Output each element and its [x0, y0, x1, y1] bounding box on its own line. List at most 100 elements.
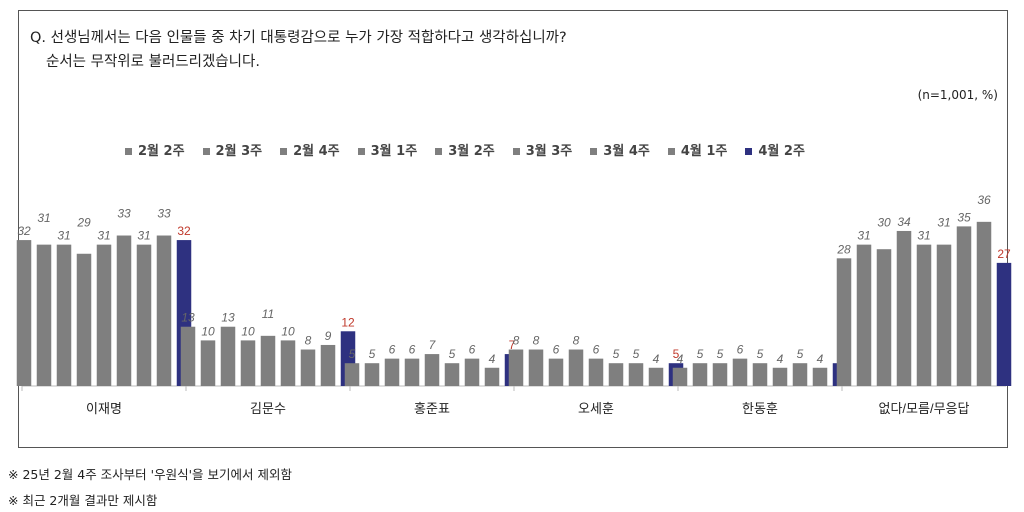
data-label: 5 [797, 347, 804, 361]
bar [836, 258, 852, 386]
bar [240, 340, 256, 386]
legend-label: 3월 1주 [370, 144, 418, 159]
data-label: 8 [513, 334, 520, 348]
legend-item: 2월 4주 [280, 140, 340, 159]
bar [320, 344, 336, 386]
legend-label: 2월 2주 [138, 144, 185, 159]
data-label: 30 [877, 216, 891, 230]
data-label: 5 [449, 347, 456, 361]
footnote-2: ※ 최근 2개월 결과만 제시함 [8, 493, 158, 508]
bar [136, 244, 152, 386]
footnote-1: ※ 25년 2월 4주 조사부터 '우원식'을 보기에서 제외함 [8, 467, 292, 482]
legend-item: 3월 3주 [512, 140, 572, 159]
category-label: 김문수 [250, 401, 286, 416]
legend-swatch [280, 148, 288, 155]
legend-swatch [512, 148, 520, 155]
bar [956, 226, 972, 386]
data-label: 6 [389, 343, 396, 357]
legend-item: 2월 2주 [125, 140, 185, 159]
legend-swatch [357, 148, 365, 155]
bar [772, 367, 788, 386]
bar [96, 244, 112, 386]
bar [200, 340, 216, 386]
question-line-2: 순서는 무작위로 불러드리겠습니다. [46, 54, 260, 70]
category-label: 오세훈 [578, 401, 614, 416]
question: Q. 선생님께서는 다음 인물들 중 차기 대통령감으로 누가 가장 적합하다고… [30, 26, 567, 74]
category-label: 이재명 [86, 401, 122, 416]
category-label: 홍준표 [414, 401, 450, 416]
legend-label: 3월 4주 [603, 144, 650, 159]
legend-swatch [125, 148, 132, 155]
bar [260, 335, 276, 386]
chart-frame [18, 10, 1008, 448]
bar [444, 363, 460, 386]
legend-label: 4월 1주 [680, 144, 728, 159]
data-label: 4 [489, 352, 496, 366]
data-label: 4 [777, 352, 784, 366]
bar [732, 358, 748, 386]
bar [36, 244, 52, 386]
bar [180, 326, 196, 386]
data-label: 10 [241, 324, 255, 338]
data-label: 31 [97, 229, 110, 243]
bar [528, 349, 544, 386]
bar [424, 354, 440, 386]
data-label: 7 [429, 338, 437, 352]
data-label: 36 [977, 193, 991, 207]
data-label: 11 [262, 307, 274, 321]
legend-swatch [745, 148, 753, 155]
legend-item: 4월 2주 [745, 140, 805, 159]
bar [484, 367, 500, 386]
bar [220, 326, 236, 386]
data-label: 4 [653, 352, 660, 366]
data-label: 29 [76, 216, 91, 230]
data-label: 4 [677, 352, 684, 366]
category-label: 없다/모름/무응답 [879, 401, 970, 416]
data-label: 8 [305, 334, 312, 348]
data-label: 5 [757, 347, 764, 361]
bar [692, 363, 708, 386]
bar [56, 244, 72, 386]
data-label: 6 [469, 343, 476, 357]
data-label: 31 [37, 211, 50, 225]
bar [608, 363, 624, 386]
data-label: 12 [341, 315, 355, 329]
bar [16, 240, 32, 386]
data-label: 9 [325, 329, 332, 343]
legend-item: 4월 1주 [667, 140, 728, 159]
category-label: 한동훈 [742, 401, 778, 416]
legend-swatch [590, 148, 598, 155]
legend-swatch [435, 148, 443, 155]
legend: 2월 2주 2월 3주 2월 4주 3월 1주 3월 2주 3월 3주 3월 4주 4월 1주… [125, 140, 805, 159]
data-label: 34 [897, 215, 911, 229]
data-label: 13 [181, 311, 195, 325]
data-label: 5 [697, 347, 704, 361]
data-label: 6 [593, 343, 600, 357]
data-label: 33 [117, 207, 131, 221]
legend-swatch [667, 148, 675, 155]
question-line-1: Q. 선생님께서는 다음 인물들 중 차기 대통령감으로 누가 가장 적합하다고… [30, 30, 567, 46]
bar [116, 235, 132, 386]
data-label: 13 [221, 311, 235, 325]
data-label: 8 [573, 334, 580, 348]
bar [936, 244, 952, 386]
data-label: 6 [737, 343, 744, 357]
legend-label: 3월 2주 [448, 144, 495, 159]
legend-swatch [202, 148, 210, 155]
data-label: 5 [717, 347, 724, 361]
data-label: 5 [349, 347, 356, 361]
legend-label: 2월 3주 [215, 144, 263, 159]
data-label: 31 [57, 229, 70, 243]
data-label: 31 [137, 229, 150, 243]
bar [344, 363, 360, 386]
bar [628, 363, 644, 386]
bar [752, 363, 768, 386]
bar [976, 221, 992, 386]
sample-note: (n=1,001, %) [917, 88, 998, 102]
bar [364, 363, 380, 386]
bar [712, 363, 728, 386]
data-label: 6 [409, 343, 416, 357]
legend-item: 3월 1주 [357, 140, 418, 159]
bar [156, 235, 172, 386]
